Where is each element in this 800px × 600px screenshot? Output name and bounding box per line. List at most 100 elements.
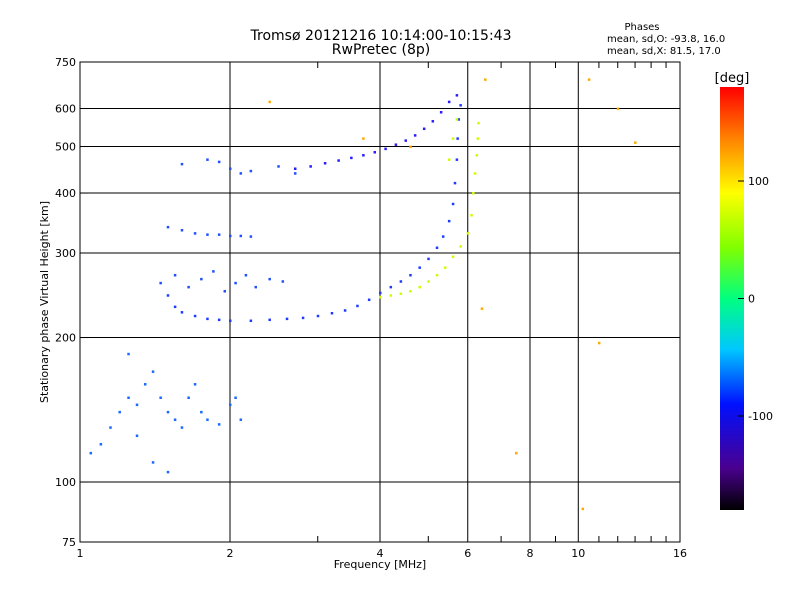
data-point (118, 410, 121, 414)
x-tick-label: 8 (527, 547, 534, 560)
data-point (217, 233, 221, 236)
data-point (166, 470, 170, 474)
data-point (475, 154, 479, 157)
data-point (456, 137, 459, 140)
data-point (268, 277, 271, 281)
data-point (316, 314, 320, 318)
data-point (399, 292, 403, 296)
phase-header: Phases (624, 22, 659, 33)
data-point (409, 273, 412, 277)
data-point (249, 235, 253, 238)
data-point (206, 158, 209, 161)
data-point (466, 232, 470, 235)
data-point (173, 418, 177, 421)
data-point (135, 403, 139, 407)
data-point (229, 167, 232, 170)
data-point (470, 214, 473, 217)
data-point (229, 234, 232, 238)
data-point (443, 266, 447, 269)
data-point (301, 316, 305, 320)
data-point (379, 295, 382, 299)
data-point (394, 143, 398, 146)
grid-lines (80, 62, 680, 542)
data-point (484, 78, 487, 81)
data-point (206, 233, 209, 236)
data-point (350, 156, 353, 160)
data-point (180, 311, 184, 314)
data-point (389, 294, 393, 297)
data-point (435, 246, 439, 250)
colorbar-tick-label: 0 (748, 293, 755, 306)
data-point (135, 434, 139, 438)
data-point (451, 202, 455, 206)
data-point (457, 118, 461, 121)
x-tick-label: 16 (673, 547, 687, 560)
data-point (217, 423, 221, 426)
data-point (173, 273, 177, 277)
data-point (187, 396, 190, 400)
data-point (200, 277, 203, 281)
data-point (193, 232, 197, 235)
data-point (472, 192, 475, 195)
data-point (427, 257, 430, 261)
y-tick-label: 200 (55, 332, 76, 345)
phase-o-stats: mean, sd,O: -93.8, 16.0 (607, 34, 725, 45)
data-point (343, 309, 347, 312)
data-point (356, 304, 359, 308)
data-point (249, 319, 253, 323)
data-point (109, 426, 112, 429)
data-point (239, 234, 243, 238)
data-point (413, 134, 417, 137)
data-point (389, 285, 393, 289)
x-tick-label: 4 (377, 547, 384, 560)
data-point (180, 229, 184, 232)
data-point (234, 396, 237, 400)
data-point (239, 172, 243, 175)
data-point (229, 403, 232, 407)
data-point (166, 294, 170, 297)
data-points (89, 78, 637, 511)
data-point (384, 147, 387, 151)
data-point (476, 137, 480, 140)
data-point (166, 225, 170, 229)
data-point (206, 418, 209, 421)
data-point (373, 151, 377, 154)
data-point (634, 141, 637, 144)
data-point (515, 451, 518, 455)
data-point (422, 127, 426, 131)
y-tick-label: 600 (55, 103, 76, 116)
data-point (234, 281, 237, 285)
data-point (362, 154, 365, 157)
data-point (193, 383, 197, 386)
data-point (151, 370, 155, 373)
data-point (309, 165, 312, 168)
data-point (453, 181, 457, 185)
data-point (581, 507, 585, 511)
colorbar-tick-label: 100 (748, 175, 769, 188)
data-point (180, 162, 184, 166)
y-tick-label: 300 (55, 247, 76, 260)
y-tick-label: 400 (55, 187, 76, 200)
data-point (473, 172, 477, 175)
data-point (268, 100, 271, 104)
data-point (99, 443, 103, 446)
data-point (455, 94, 459, 97)
data-point (459, 104, 462, 107)
colorbar-tick-label: -100 (748, 410, 773, 423)
data-point (431, 120, 435, 123)
data-point (435, 273, 439, 277)
data-point (441, 235, 445, 238)
data-point (404, 139, 407, 142)
data-point (89, 451, 93, 455)
data-point (427, 280, 430, 283)
data-point (127, 396, 130, 400)
data-point (455, 118, 459, 121)
data-point (200, 410, 203, 414)
data-point (254, 285, 257, 289)
data-point (330, 311, 334, 315)
plot-frame (79, 61, 681, 543)
data-point (362, 137, 365, 140)
data-point (127, 352, 130, 356)
data-point (217, 160, 221, 164)
data-point (212, 270, 215, 273)
